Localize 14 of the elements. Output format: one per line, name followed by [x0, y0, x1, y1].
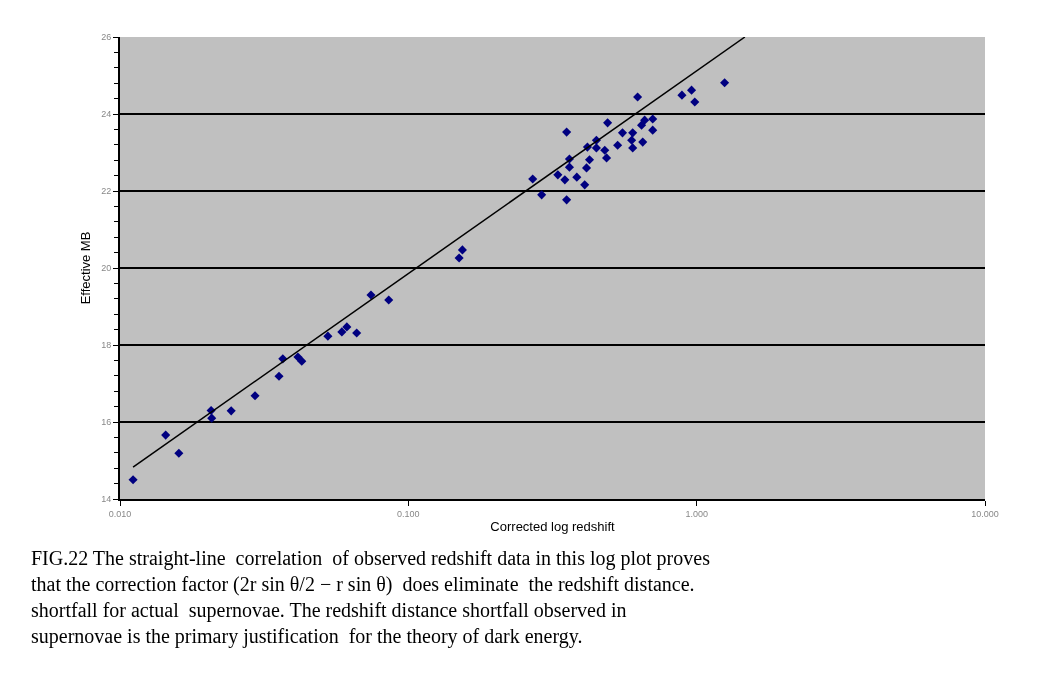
x-tick-label: 0.010: [108, 508, 132, 519]
y-tick-label: 20: [101, 263, 112, 274]
x-axis-title: Corrected log redshift: [490, 518, 616, 534]
y-tick-label: 22: [101, 186, 112, 197]
y-tick-label: 26: [101, 32, 112, 43]
y-tick-label: 14: [101, 494, 112, 505]
y-tick-label: 18: [101, 340, 112, 351]
x-tick-label: 0.100: [397, 508, 420, 519]
x-tick-label: 10.000: [971, 508, 999, 519]
y-tick-label: 16: [101, 417, 112, 428]
caption: FIG.22 The straight-line correlation of observed redshift data in this log plot proves that the correction factor (2r sin θ/2 − r sin θ) does eliminate the redshift distance. shortfall for actual supernovae. The redshift distance shortfall observed in supernovae is the primary justification for the theory of dark energy.: [31, 547, 711, 648]
y-tick-label: 24: [101, 109, 112, 120]
x-tick-label: 1.000: [685, 508, 708, 519]
y-axis-title: Effective MB: [77, 231, 93, 305]
